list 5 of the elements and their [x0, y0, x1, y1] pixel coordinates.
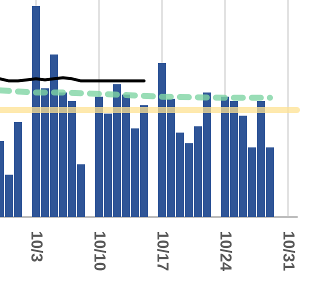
- x-tick-label: 10/31: [280, 231, 296, 272]
- x-tick-label: 10/17: [154, 231, 170, 272]
- x-tick-label: 10/24: [216, 231, 234, 272]
- x-tick-label: 10/3: [28, 231, 44, 262]
- x-tick-label: 10/10: [90, 231, 108, 272]
